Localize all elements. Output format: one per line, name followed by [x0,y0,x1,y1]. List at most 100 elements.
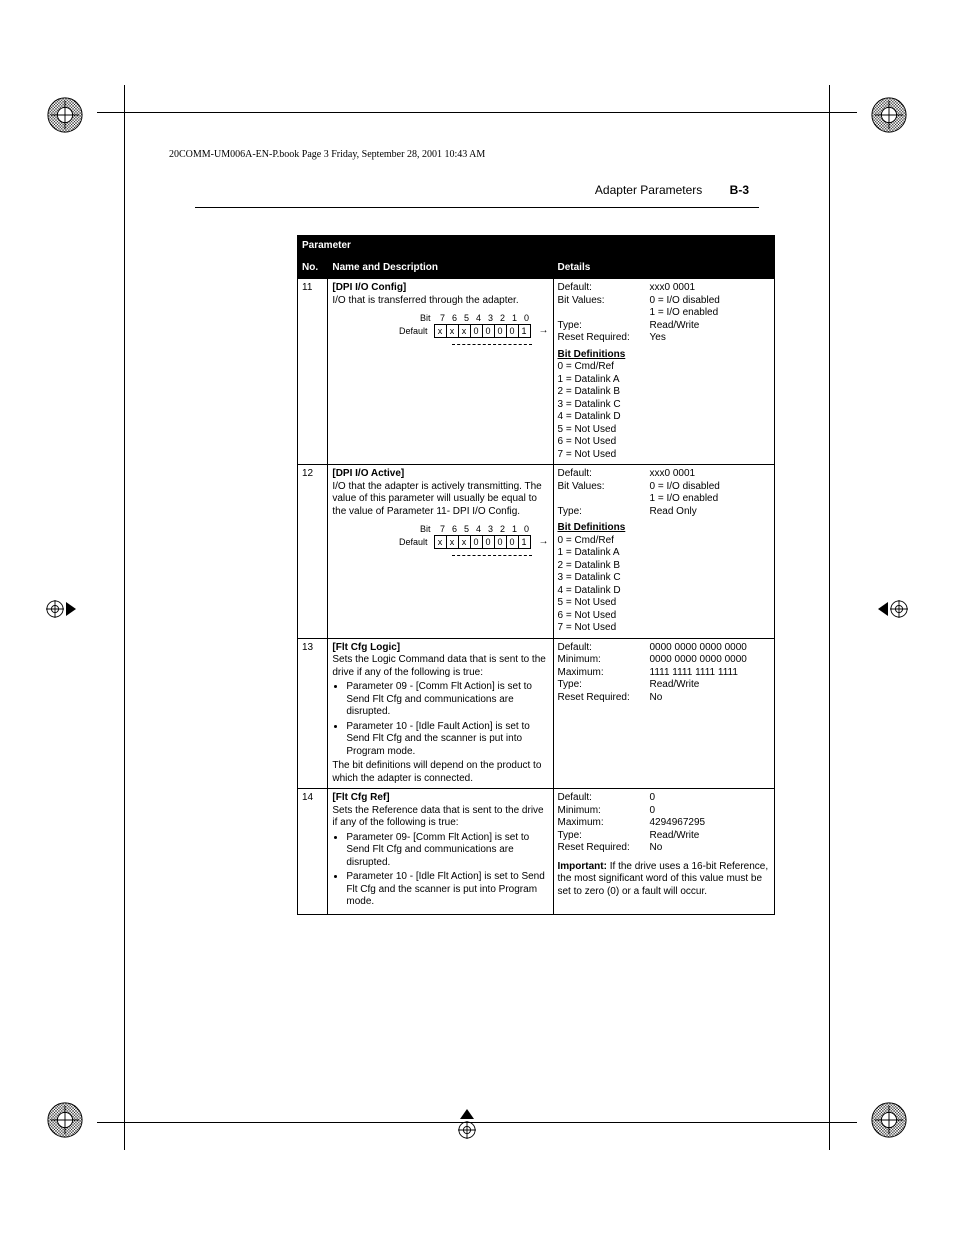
bullet-item: Parameter 10 - [Idle Fault Action] is se… [346,721,548,759]
detail-value: Yes [650,332,771,345]
bit-number: 1 [509,524,521,535]
bit-definition: 7 = Not Used [558,449,771,462]
detail-row: Default:xxx0 0001 [558,468,771,481]
bit-default-label: Default [399,326,428,337]
detail-row: Default:0 [558,792,771,805]
detail-value: xxx0 0001 [650,282,771,295]
bit-definition: 2 = Datalink B [558,386,771,399]
bit-cell: x [459,325,471,337]
detail-value: No [650,842,771,855]
bit-definition: 6 = Not Used [558,610,771,623]
detail-value: xxx0 0001 [650,468,771,481]
detail-value: 0 [650,805,771,818]
detail-value: No [650,692,771,705]
detail-key: Type: [558,320,650,333]
parameter-name: [DPI I/O Config] [332,282,548,295]
crop-mark-icon [870,96,908,134]
crop-mark-icon [46,96,84,134]
detail-row: Bit Values:0 = I/O disabled [558,295,771,308]
detail-key: Default: [558,468,650,481]
detail-key [558,307,650,320]
bit-definition: 5 = Not Used [558,424,771,437]
crop-mark-icon [870,1101,908,1139]
parameter-no: 14 [298,789,328,915]
bit-number: 0 [521,524,533,535]
bit-number: 2 [497,313,509,324]
bit-definition: 2 = Datalink B [558,560,771,573]
bit-definition: 5 = Not Used [558,597,771,610]
parameter-name: [DPI I/O Active] [332,468,548,481]
detail-key: Maximum: [558,667,650,680]
detail-value: 0000 0000 0000 0000 [650,642,771,655]
bit-number: 2 [497,524,509,535]
bit-definitions-heading: Bit Definitions [558,349,771,362]
detail-key: Bit Values: [558,481,650,494]
bit-definition: 4 = Datalink D [558,411,771,424]
page-frame: 20COMM-UM006A-EN-P.book Page 3 Friday, S… [124,112,830,1123]
bit-number: 0 [521,313,533,324]
bit-diagram: Bit76543210 Defaultxxx00001→ [332,524,548,556]
detail-key: Default: [558,282,650,295]
parameter-description: I/O that is transferred through the adap… [332,295,548,308]
bit-definition: 6 = Not Used [558,436,771,449]
parameter-name: [Flt Cfg Logic] [332,642,548,655]
bit-cell: 0 [483,536,495,548]
important-note: Important: If the drive uses a 16-bit Re… [558,861,771,899]
name-cell: [Flt Cfg Logic] Sets the Logic Command d… [328,638,553,789]
detail-value: 0000 0000 0000 0000 [650,654,771,667]
table-header-no: No. [298,257,328,279]
name-cell: [Flt Cfg Ref] Sets the Reference data th… [328,789,553,915]
detail-value: 1 = I/O enabled [650,493,771,506]
bit-number: 7 [437,524,449,535]
dashed-arrow-icon [452,555,532,556]
detail-key: Reset Required: [558,692,650,705]
bit-number: 6 [449,313,461,324]
detail-row: Default:xxx0 0001 [558,282,771,295]
detail-value: Read/Write [650,679,771,692]
print-sheet: 20COMM-UM006A-EN-P.book Page 3 Friday, S… [0,0,954,1235]
bit-definition: 0 = Cmd/Ref [558,361,771,374]
bit-cell: x [447,325,459,337]
detail-value: Read Only [650,506,771,519]
detail-value: 4294967295 [650,817,771,830]
detail-key: Reset Required: [558,842,650,855]
registration-mark-icon [46,600,76,618]
bit-cell: 0 [495,536,507,548]
bit-cell: 0 [495,325,507,337]
bit-label: Bit [420,313,431,324]
table-row: 11 [DPI I/O Config] I/O that is transfer… [298,279,775,465]
detail-key: Maximum: [558,817,650,830]
bit-number: 3 [485,313,497,324]
bit-cell: x [459,536,471,548]
bit-diagram: Bit76543210 Defaultxxx00001→ [332,313,548,345]
bit-label: Bit [420,524,431,535]
bit-definition: 1 = Datalink A [558,374,771,387]
bit-number: 5 [461,524,473,535]
parameter-description: Sets the Logic Command data that is sent… [332,654,548,679]
detail-row: Minimum:0 [558,805,771,818]
detail-key [558,493,650,506]
detail-key: Minimum: [558,805,650,818]
parameter-description: Sets the Reference data that is sent to … [332,805,548,830]
bit-number: 1 [509,313,521,324]
detail-key: Minimum: [558,654,650,667]
table-header-details: Details [553,257,775,279]
arrow-right-icon: → [539,536,549,549]
table-row: 14 [Flt Cfg Ref] Sets the Reference data… [298,789,775,915]
name-cell: [DPI I/O Config] I/O that is transferred… [328,279,553,465]
bit-cell: 0 [507,536,519,548]
details-cell: Default:xxx0 0001Bit Values:0 = I/O disa… [553,279,775,465]
detail-row: Maximum:4294967295 [558,817,771,830]
details-cell: Default:0000 0000 0000 0000Minimum:0000 … [553,638,775,789]
detail-value: 1111 1111 1111 1111 [650,667,771,680]
detail-row: 1 = I/O enabled [558,307,771,320]
bullet-list: Parameter 09 - [Comm Flt Action] is set … [346,681,548,758]
detail-row: Maximum:1111 1111 1111 1111 [558,667,771,680]
bit-definition: 3 = Datalink C [558,572,771,585]
parameter-description: I/O that the adapter is actively transmi… [332,481,548,519]
detail-key: Default: [558,642,650,655]
bullet-item: Parameter 09- [Comm Flt Action] is set t… [346,832,548,870]
parameter-no: 12 [298,465,328,639]
bit-definition: 0 = Cmd/Ref [558,535,771,548]
detail-row: Minimum:0000 0000 0000 0000 [558,654,771,667]
